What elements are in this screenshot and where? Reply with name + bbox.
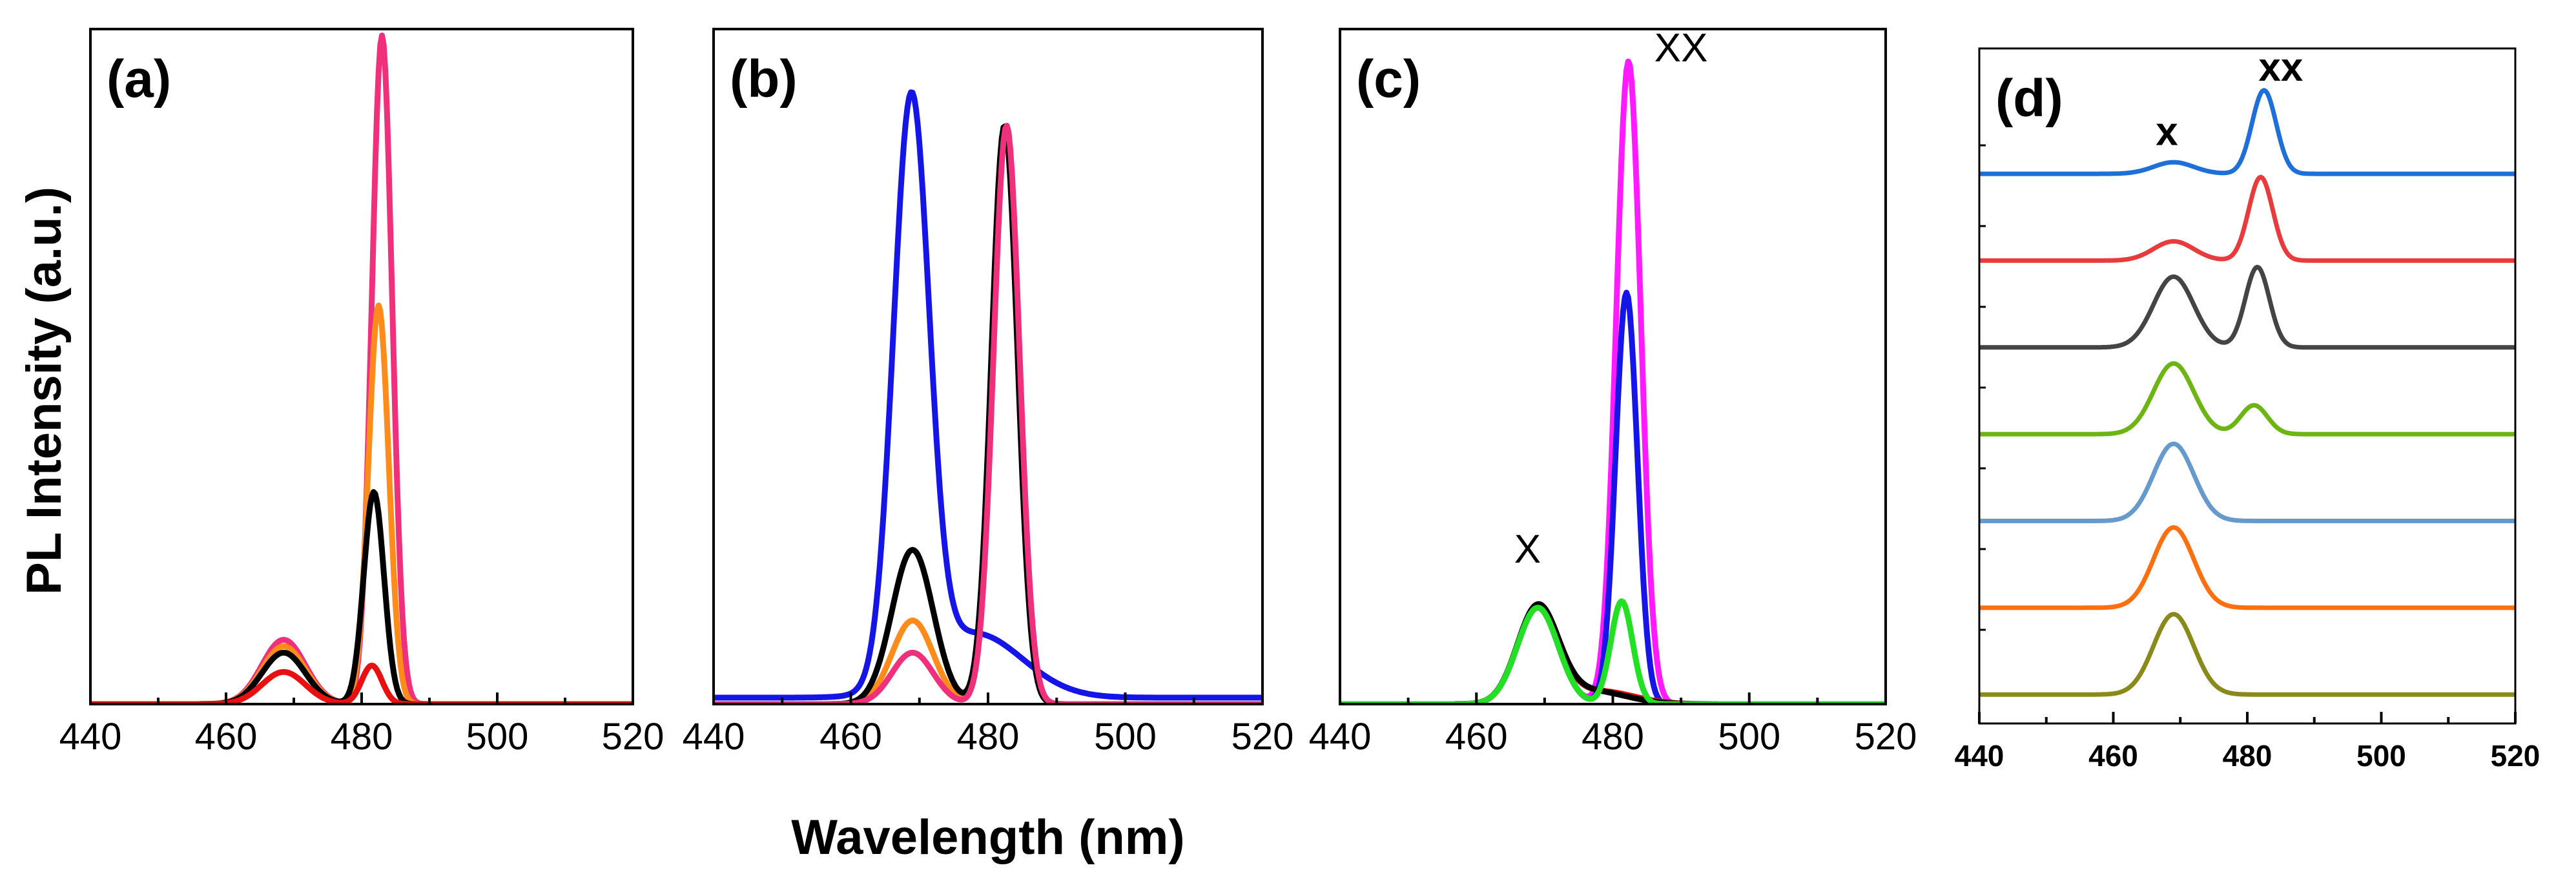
panel-label-a: (a) bbox=[107, 50, 171, 109]
series-a-red bbox=[90, 662, 633, 704]
annotation-c-0: X bbox=[1514, 527, 1541, 572]
annotation-c-1: XX bbox=[1654, 26, 1708, 70]
panel-label-d: (d) bbox=[1995, 69, 2063, 128]
x-tick-label-b-460: 460 bbox=[819, 716, 882, 758]
x-axis-title: Wavelength (nm) bbox=[791, 810, 1184, 865]
x-tick-label-b-500: 500 bbox=[1094, 716, 1157, 758]
x-tick-label-a-440: 440 bbox=[59, 716, 122, 758]
x-tick-label-d-500: 500 bbox=[2356, 739, 2406, 773]
series-d-trace-2 bbox=[1979, 174, 2515, 263]
series-a-orange bbox=[90, 302, 633, 704]
x-tick-label-c-500: 500 bbox=[1718, 716, 1780, 758]
series-d-trace-6 bbox=[1979, 525, 2515, 610]
annotation-d-1: xx bbox=[2258, 45, 2303, 90]
series-d-trace-3 bbox=[1979, 264, 2515, 350]
panel-b-frame bbox=[712, 28, 1264, 705]
x-tick-label-a-460: 460 bbox=[195, 716, 258, 758]
panel-a-curves bbox=[90, 32, 633, 704]
series-c-green bbox=[1340, 598, 1886, 704]
series-d-trace-5 bbox=[1979, 441, 2515, 523]
x-tick-label-c-480: 480 bbox=[1582, 716, 1644, 758]
panel-b: 440 460 480 500 520 (b) bbox=[683, 28, 1294, 758]
panel-b-curves bbox=[714, 89, 1262, 704]
x-tick-label-a-500: 500 bbox=[466, 716, 529, 758]
panel-label-b: (b) bbox=[730, 50, 798, 109]
panel-d-curves bbox=[1979, 88, 2515, 697]
panel-c: 440 460 480 500 520(c)XXX bbox=[1309, 26, 1917, 758]
x-tick-label-d-480: 480 bbox=[2223, 739, 2272, 773]
panel-d: 440 460 480 500 520(d)xxx bbox=[1955, 45, 2540, 773]
x-tick-label-c-440: 440 bbox=[1309, 716, 1372, 758]
x-tick-label-a-480: 480 bbox=[331, 716, 393, 758]
panel-label-c: (c) bbox=[1356, 50, 1421, 109]
x-tick-label-d-460: 460 bbox=[2088, 739, 2138, 773]
x-tick-label-b-440: 440 bbox=[683, 716, 745, 758]
x-tick-label-b-480: 480 bbox=[957, 716, 1020, 758]
series-a-black bbox=[90, 489, 633, 704]
panels-group: 440 460 480 500 520(a)440 460 480 500 520(b)440 4… bbox=[59, 26, 2540, 773]
panel-a: 440 460 480 500 520 (a) bbox=[59, 28, 665, 758]
x-tick-label-d-520: 520 bbox=[2491, 739, 2540, 773]
y-axis-title: PL Intensity (a.u.) bbox=[17, 187, 72, 595]
x-tick-label-c-460: 460 bbox=[1445, 716, 1508, 758]
panel-c-curves bbox=[1340, 58, 1886, 704]
series-c-blue bbox=[1340, 289, 1886, 704]
x-tick-label-d-440: 440 bbox=[1955, 739, 2004, 773]
series-d-trace-1 bbox=[1979, 88, 2515, 176]
series-b-black bbox=[714, 123, 1262, 704]
series-c-magenta bbox=[1340, 58, 1886, 704]
series-b-blue bbox=[714, 89, 1262, 701]
series-b-pink bbox=[714, 123, 1262, 704]
annotation-d-0: x bbox=[2156, 109, 2178, 154]
series-d-trace-7 bbox=[1979, 612, 2515, 697]
x-tick-label-a-520: 520 bbox=[602, 716, 665, 758]
x-tick-label-c-520: 520 bbox=[1855, 716, 1917, 758]
x-tick-label-b-520: 520 bbox=[1231, 716, 1294, 758]
series-d-trace-4 bbox=[1979, 361, 2515, 437]
